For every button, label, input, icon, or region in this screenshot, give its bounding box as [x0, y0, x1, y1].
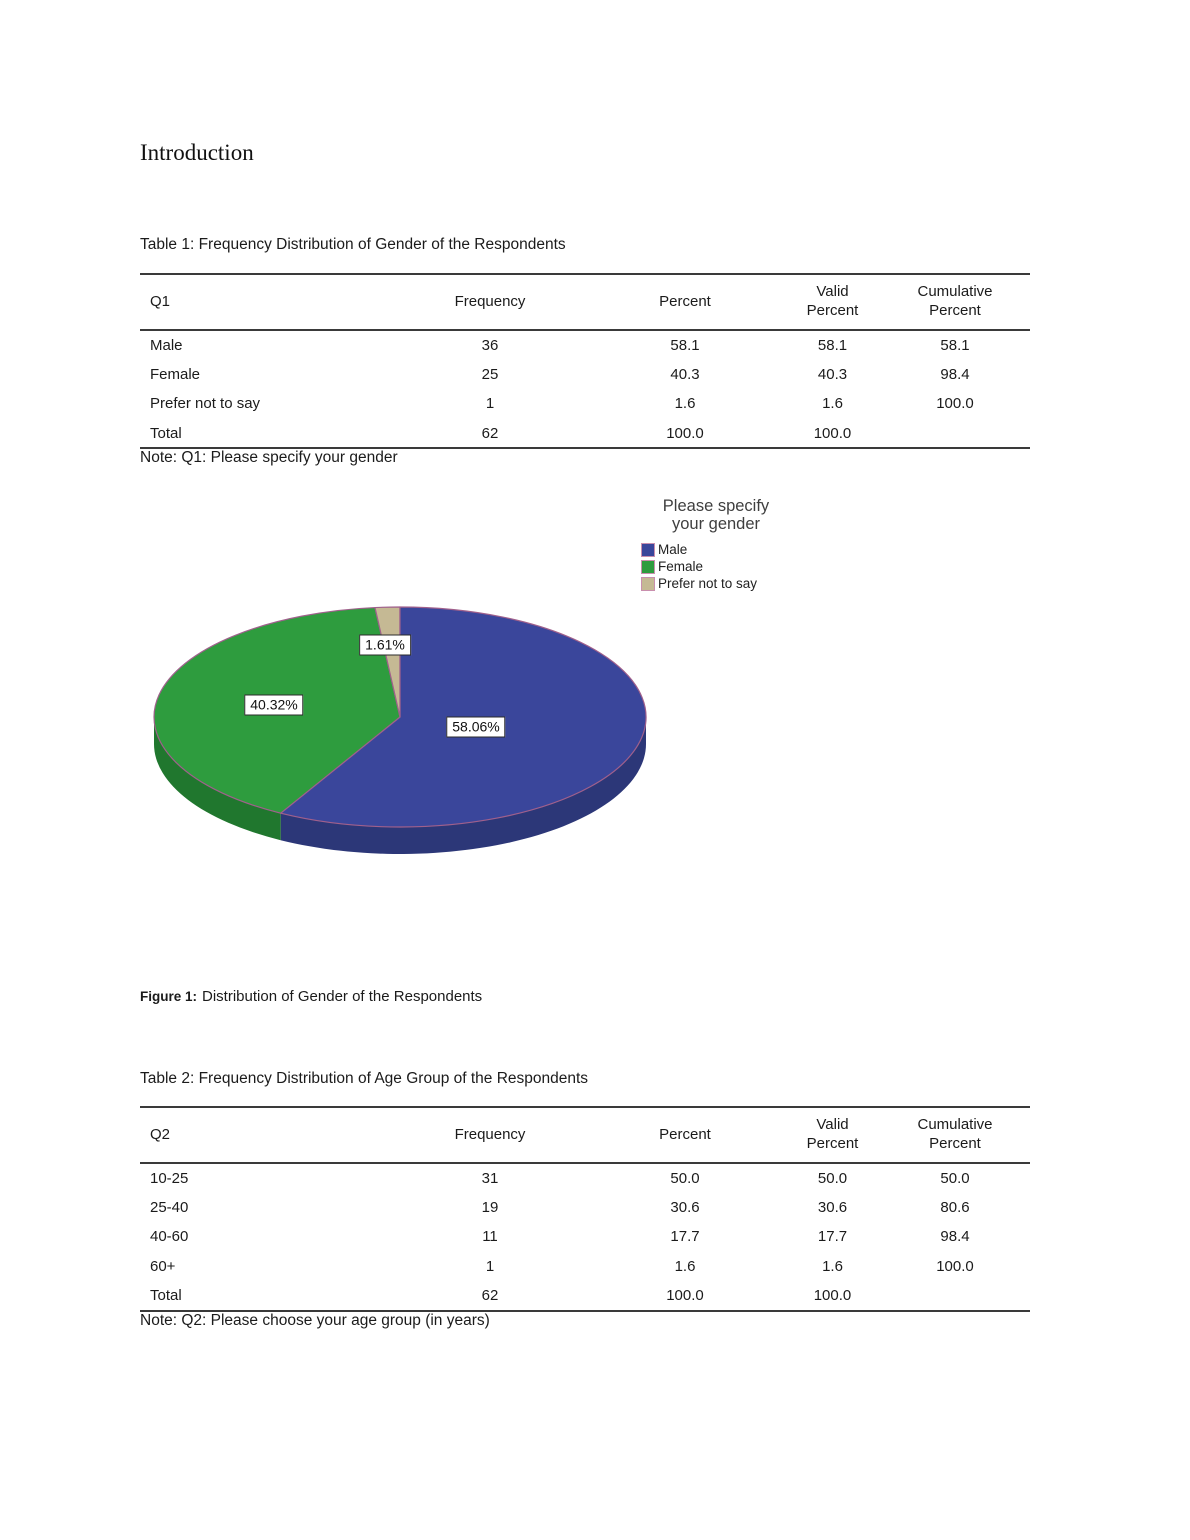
- legend-label: Male: [658, 542, 688, 557]
- table-cell: 40-60: [150, 1228, 189, 1246]
- legend-title: Please specify your gender: [641, 497, 791, 533]
- table2-frequency-age: Q2 Frequency Percent Valid Percent Cumulativ…: [140, 1106, 1030, 1312]
- table-cell: 50.0: [940, 1169, 970, 1187]
- column-header: Q2: [150, 1125, 171, 1143]
- table-row: Male 36 58.1 58.1 58.1: [140, 330, 1030, 360]
- legend-item-female: Female: [641, 559, 791, 574]
- table-row: Prefer not to say 1 1.6 1.6 100.0: [140, 389, 1030, 419]
- table-cell: 58.1: [940, 336, 970, 354]
- table-cell: 98.4: [940, 1228, 970, 1246]
- table-cell: 17.7: [670, 1228, 700, 1246]
- table2-note: Note: Q2: Please choose your age group (…: [140, 1312, 490, 1329]
- table-cell: [880, 419, 1030, 449]
- slice-label-female: 40.32%: [244, 694, 304, 716]
- legend-swatch-icon: [641, 576, 655, 591]
- header-row: Q2 Frequency Percent Valid Percent Cumulativ…: [140, 1107, 1030, 1163]
- table-cell: 25-40: [150, 1198, 189, 1216]
- column-header: Valid Percent: [806, 283, 859, 319]
- table-cell: Male: [150, 336, 183, 354]
- table-cell: [880, 1281, 1030, 1311]
- table-row: 60+ 1 1.6 1.6 100.0: [140, 1252, 1030, 1282]
- table-cell: 80.6: [940, 1198, 970, 1216]
- legend-title-line1: Please specify: [662, 497, 770, 515]
- legend-item-prefer-not-to-say: Prefer not to say: [641, 576, 791, 591]
- table-cell: 58.1: [817, 336, 848, 354]
- legend-item-male: Male: [641, 542, 791, 557]
- table-row: 10-25 31 50.0 50.0 50.0: [140, 1163, 1030, 1193]
- legend-title-line2: your gender: [671, 514, 761, 533]
- column-header: Q1: [150, 292, 171, 310]
- table-cell: Total: [150, 1287, 182, 1305]
- table-cell: 100.0: [666, 1287, 704, 1305]
- pie-slice-male-depth: [280, 717, 646, 854]
- table1-frequency-gender: Q1 Frequency Percent Valid Percent Cumulativ…: [140, 273, 1030, 450]
- table-cell: 100.0: [666, 424, 704, 442]
- table-cell: 11: [482, 1228, 498, 1246]
- slice-label-male: 58.06%: [446, 716, 506, 738]
- table-cell: 50.0: [817, 1169, 848, 1187]
- table-cell: Total: [150, 424, 182, 442]
- figure1-caption-text: Distribution of Gender of the Respondent…: [202, 988, 483, 1005]
- table-cell: 1.6: [822, 1258, 843, 1276]
- table-cell: Prefer not to say: [150, 395, 261, 413]
- table-row: Female 25 40.3 40.3 98.4: [140, 360, 1030, 390]
- figure1-caption-label: Figure 1:: [140, 989, 198, 1004]
- chart-legend: Please specify your gender Male Female Pre…: [641, 497, 791, 591]
- legend-label: Prefer not to say: [658, 576, 758, 591]
- table-cell: 30.6: [670, 1198, 700, 1216]
- table-cell: 100.0: [813, 1287, 852, 1305]
- legend-label: Female: [658, 559, 704, 574]
- table1-note: Note: Q1: Please specify your gender: [140, 449, 398, 466]
- table-cell: 40.3: [817, 365, 848, 383]
- table2-caption: Table 2: Frequency Distribution of Age G…: [140, 1070, 589, 1087]
- table-cell: 100.0: [936, 1258, 974, 1276]
- legend-items: Male Female Prefer not to say: [641, 542, 791, 591]
- table-cell: 1: [485, 395, 495, 413]
- column-header: Cumulative Percent: [917, 283, 993, 319]
- table-row: 40-60 11 17.7 17.7 98.4: [140, 1222, 1030, 1252]
- gender-pie-chart: 1.61% 40.32% 58.06% Please specify your …: [140, 478, 900, 898]
- table-cell: 1.6: [674, 395, 696, 413]
- slice-label-prefer-not-to-say: 1.61%: [359, 634, 411, 656]
- column-header: Frequency: [454, 292, 526, 310]
- table-cell: 62: [481, 424, 499, 442]
- table-cell: 31: [481, 1169, 499, 1187]
- page-title: Introduction: [140, 140, 254, 165]
- column-header: Percent: [659, 1125, 711, 1143]
- column-header: Valid Percent: [806, 1116, 859, 1152]
- table-cell: 100.0: [813, 424, 852, 442]
- table-cell: 25: [481, 365, 499, 383]
- table-cell: 100.0: [936, 395, 974, 413]
- column-header: Percent: [659, 292, 711, 310]
- table-row: 25-40 19 30.6 30.6 80.6: [140, 1193, 1030, 1223]
- header-row: Q1 Frequency Percent Valid Percent Cumulativ…: [140, 274, 1030, 330]
- table-cell: Female: [150, 365, 201, 383]
- table-cell: 1.6: [822, 395, 843, 413]
- table-cell: 58.1: [670, 336, 700, 354]
- table-cell: 19: [481, 1198, 499, 1216]
- table-cell: 60+: [150, 1258, 176, 1276]
- table-cell: 50.0: [670, 1169, 700, 1187]
- table-cell: 30.6: [817, 1198, 848, 1216]
- table-cell: 40.3: [670, 365, 700, 383]
- table-cell: 98.4: [940, 365, 970, 383]
- legend-swatch-icon: [641, 542, 655, 557]
- legend-swatch-icon: [641, 559, 655, 574]
- table-cell: 17.7: [817, 1228, 848, 1246]
- table-cell: 1.6: [674, 1258, 696, 1276]
- table-cell: 62: [481, 1287, 499, 1305]
- figure1-caption: Figure 1: Distribution of Gender of the R…: [140, 988, 482, 1005]
- table1-caption: Table 1: Frequency Distribution of Gende…: [140, 236, 566, 253]
- pie-slice-female-depth: [154, 717, 281, 841]
- table-cell: 10-25: [150, 1169, 189, 1187]
- table-row: Total 62 100.0 100.0: [140, 419, 1030, 449]
- column-header: Cumulative Percent: [917, 1116, 993, 1152]
- table-cell: 1: [485, 1258, 495, 1276]
- table-row: Total 62 100.0 100.0: [140, 1281, 1030, 1311]
- column-header: Frequency: [454, 1125, 526, 1143]
- table-cell: 36: [481, 336, 499, 354]
